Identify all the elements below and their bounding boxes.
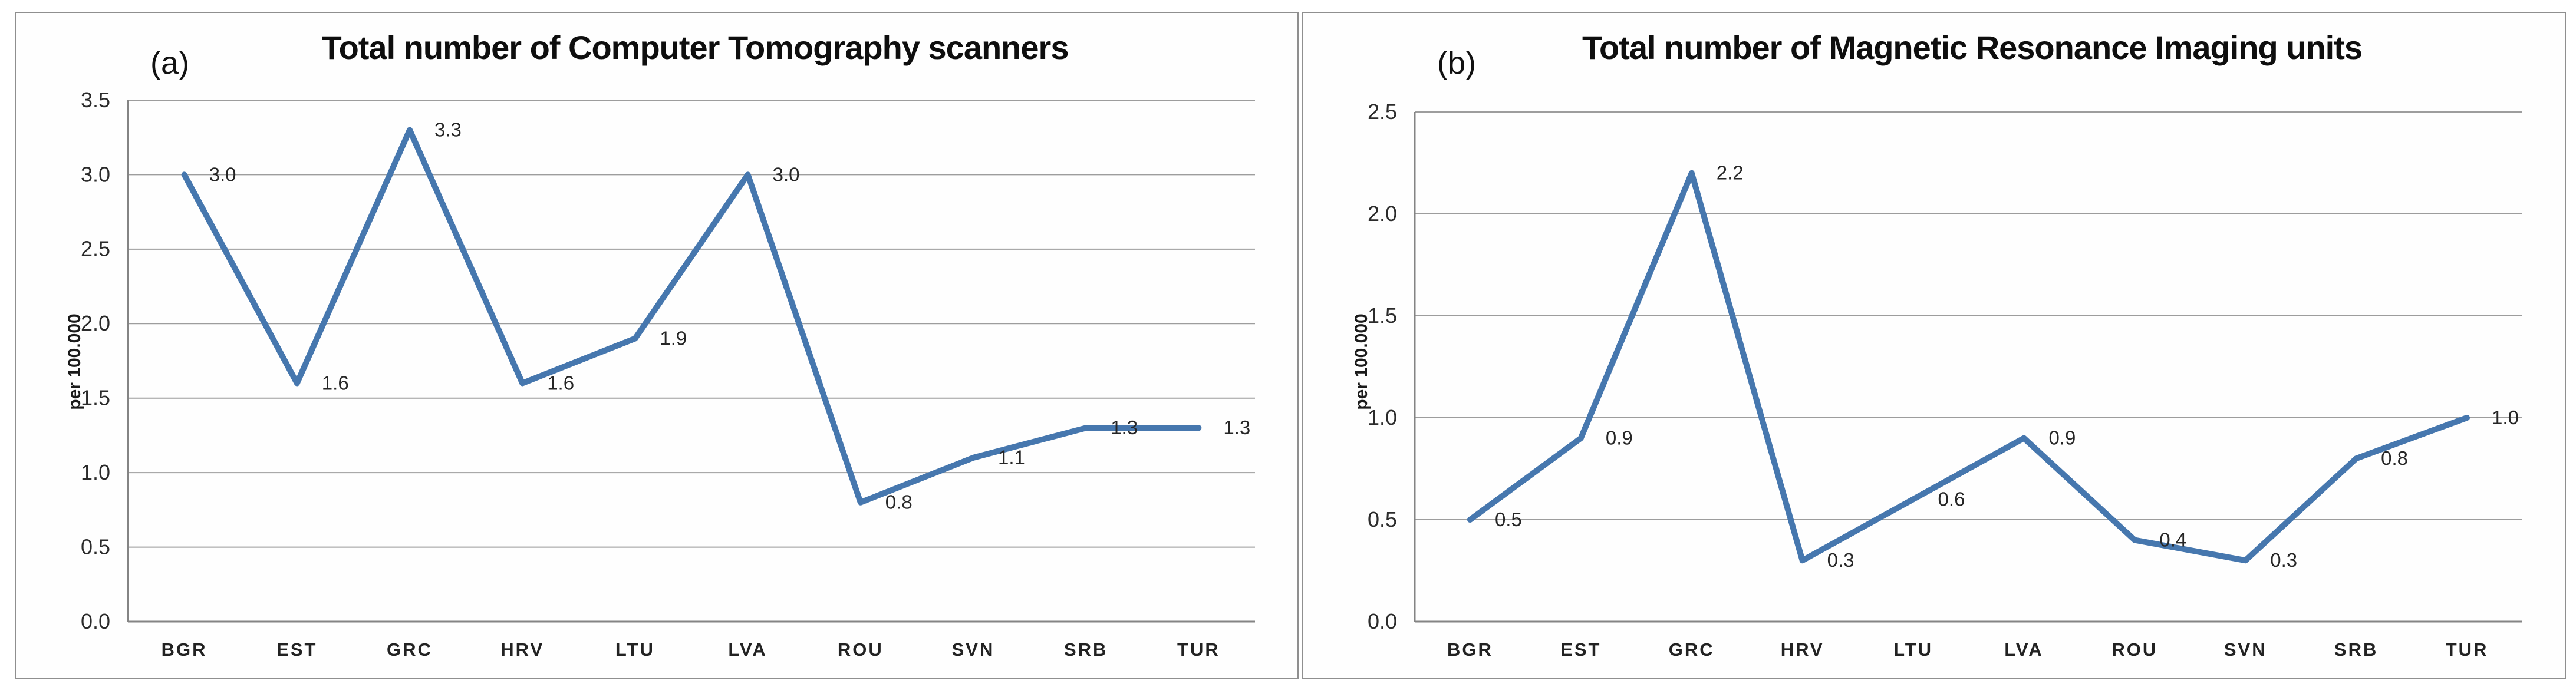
data-point-label: 1.1	[998, 447, 1025, 468]
x-category-label: TUR	[1177, 639, 1220, 660]
data-point-label: 0.3	[2270, 549, 2297, 571]
x-category-label: GRC	[387, 639, 433, 660]
data-point-label: 1.3	[1111, 417, 1138, 438]
y-tick-label: 2.0	[81, 311, 110, 335]
x-category-label: SRB	[1064, 639, 1108, 660]
series-line	[1467, 170, 2470, 564]
data-point-label: 3.3	[434, 118, 462, 140]
x-category-label: HRV	[500, 639, 544, 660]
y-tick-label: 1.0	[1368, 405, 1397, 430]
x-category-label: HRV	[1781, 639, 1824, 660]
y-tick-label: 3.5	[81, 88, 110, 112]
data-point-label: 1.6	[547, 372, 574, 394]
y-tick-label: 1.0	[81, 460, 110, 484]
y-tick-label: 0.0	[81, 609, 110, 633]
data-point-label: 0.5	[1495, 508, 1522, 530]
y-tick-label: 3.0	[81, 162, 110, 186]
panel-b-tag: (b)	[1437, 45, 1476, 81]
x-category-label: LVA	[728, 639, 767, 660]
x-category-label: EST	[1560, 639, 1601, 660]
x-category-label: ROU	[2111, 639, 2157, 660]
panel-a-title: Total number of Computer Tomography scan…	[321, 29, 1069, 66]
series-line	[181, 127, 1202, 506]
y-tick-label: 1.5	[81, 386, 110, 410]
x-category-label: GRC	[1669, 639, 1715, 660]
panel-a: 0.0 0.5 1.0 1.5 2.0 2.5 3.0 3.5 BGR EST GRC HRV LTU L…	[15, 12, 1299, 679]
y-tick-label: 2.0	[1368, 202, 1397, 226]
x-category-label: BGR	[162, 639, 207, 660]
panel-b: 0.0 0.5 1.0 1.5 2.0 2.5 BGR EST GRC HRV LTU LVA ROU S…	[1302, 12, 2566, 679]
data-point-label: 2.2	[1717, 162, 1744, 184]
data-point-label: 0.3	[1827, 549, 1854, 571]
y-tick-label: 2.5	[1368, 100, 1397, 124]
data-point-label: 0.9	[2048, 427, 2076, 448]
panel-a-tag: (a)	[150, 45, 189, 81]
chart-canvas-mri-units: 0.0 0.5 1.0 1.5 2.0 2.5 BGR EST GRC HRV LTU LVA ROU S…	[1368, 100, 2522, 660]
x-category-label: TUR	[2446, 639, 2489, 660]
x-category-label: LVA	[2004, 639, 2043, 660]
data-point-label: 3.0	[209, 163, 236, 185]
x-category-label: ROU	[838, 639, 884, 660]
chart-canvas-ct-scanners: 0.0 0.5 1.0 1.5 2.0 2.5 3.0 3.5 BGR EST GRC HRV LTU L…	[81, 88, 1255, 660]
data-point-label: 0.8	[2381, 447, 2408, 469]
data-point-label: 0.8	[885, 491, 913, 513]
panel-a-y-axis-title: per 100.000	[65, 313, 84, 410]
data-point-label: 3.0	[773, 163, 800, 185]
x-category-label: LTU	[615, 639, 655, 660]
data-point-label: 1.3	[1223, 417, 1250, 438]
data-point-label: 0.9	[1606, 427, 1633, 448]
y-tick-label: 2.5	[81, 237, 110, 261]
panel-b-y-axis-title: per 100.000	[1352, 313, 1371, 410]
x-category-label: SRB	[2334, 639, 2378, 660]
x-category-label: SVN	[952, 639, 995, 660]
data-point-label: 0.6	[1938, 488, 1965, 510]
x-category-label: LTU	[1893, 639, 1933, 660]
panel-b-title: Total number of Magnetic Resonance Imagi…	[1582, 29, 2363, 66]
y-tick-label: 0.5	[81, 534, 110, 559]
data-point-label: 1.9	[660, 327, 687, 349]
data-point-label: 1.6	[322, 372, 349, 394]
y-tick-label: 1.5	[1368, 303, 1397, 328]
x-category-label: SVN	[2224, 639, 2267, 660]
x-category-label: BGR	[1447, 639, 1493, 660]
y-tick-label: 0.0	[1368, 609, 1397, 633]
data-point-label: 0.4	[2159, 529, 2186, 550]
data-point-label: 1.0	[2492, 407, 2519, 428]
y-tick-label: 0.5	[1368, 507, 1397, 531]
x-category-label: EST	[276, 639, 317, 660]
